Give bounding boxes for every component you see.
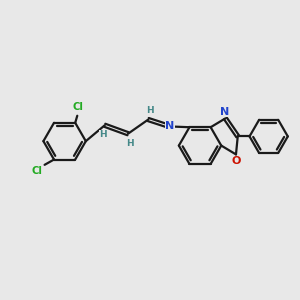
Text: N: N xyxy=(220,107,230,117)
Text: Cl: Cl xyxy=(73,103,84,112)
Text: H: H xyxy=(100,130,107,139)
Text: Cl: Cl xyxy=(32,166,43,176)
Text: N: N xyxy=(165,122,175,131)
Text: H: H xyxy=(126,139,133,148)
Text: H: H xyxy=(146,106,154,115)
Text: O: O xyxy=(232,156,241,166)
